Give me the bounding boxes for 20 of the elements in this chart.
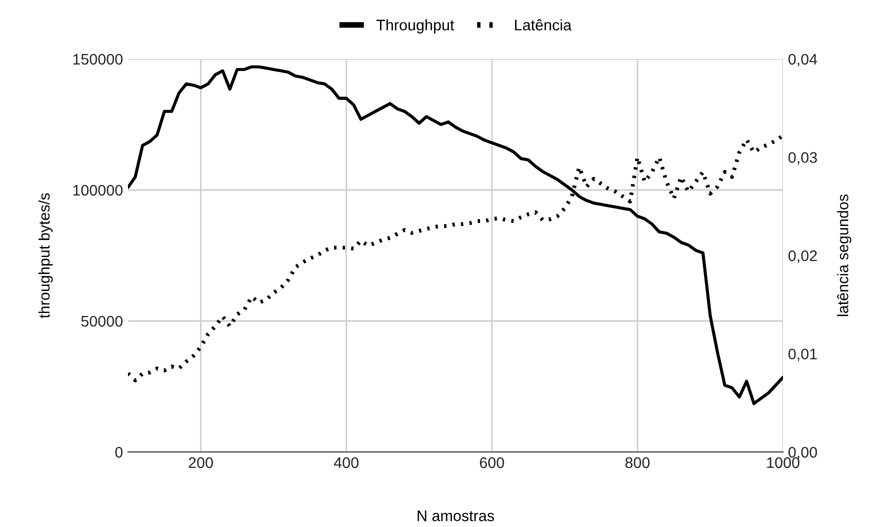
- y2-axis-title: latência segundos: [837, 194, 852, 316]
- x-tick-label: 200: [188, 457, 213, 468]
- y-tick-label: 0: [115, 446, 123, 458]
- y2-tick-label: 0,03: [788, 152, 817, 165]
- x-tick-label: 600: [480, 457, 504, 468]
- y2-tick-label: 0,04: [788, 54, 818, 66]
- y-tick-label: 100000: [73, 184, 123, 196]
- y2-tick-label: 0,00: [788, 446, 817, 460]
- x-tick-label: 800: [625, 457, 650, 468]
- legend-label: Latência: [515, 19, 572, 30]
- x-axis-title: N amostras: [418, 510, 494, 522]
- x-tick-label: 1000: [767, 457, 800, 468]
- y-tick-label: 150000: [73, 54, 123, 65]
- y-axis-title: throughput bytes/s: [38, 193, 53, 318]
- y-tick-label: 50000: [81, 316, 123, 327]
- line-series: [128, 65, 783, 406]
- legend-label: Throughput: [376, 19, 454, 34]
- y2-tick-label: 0,02: [788, 250, 817, 263]
- x-tick-label: 400: [334, 457, 358, 468]
- y2-tick-label: 0,01: [788, 348, 817, 362]
